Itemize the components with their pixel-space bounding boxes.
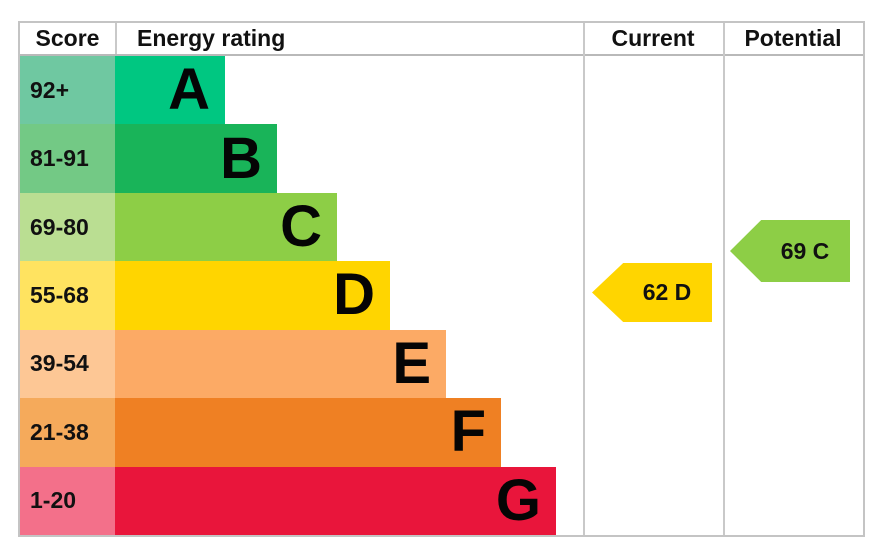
score-header-divider <box>115 23 117 54</box>
band-letter: D <box>333 262 375 328</box>
band-row: 81-91 B <box>20 124 863 193</box>
band-row: 92+ A <box>20 56 863 125</box>
band-rows: 92+ A 81-91 B 69-80 C 55-68 D 39-54 E 21… <box>20 56 863 535</box>
potential-column-header: Potential <box>744 25 842 51</box>
rating-bar: E <box>115 329 446 399</box>
rating-bar: A <box>115 56 225 125</box>
energy-rating-column-header: Energy rating <box>137 25 286 51</box>
score-range-cell: 39-54 <box>20 329 115 399</box>
current-column-divider <box>583 23 585 535</box>
rating-bar: F <box>115 398 501 467</box>
score-range-cell: 81-91 <box>20 124 115 193</box>
score-range-cell: 1-20 <box>20 466 115 535</box>
current-rating-label: 62 D <box>642 279 692 305</box>
score-range-cell: 21-38 <box>20 398 115 467</box>
current-column-header: Current <box>611 25 695 51</box>
band-row: 55-68 D <box>20 261 863 330</box>
score-column-header: Score <box>35 25 100 51</box>
band-letter: C <box>280 194 322 260</box>
rating-bar: B <box>115 124 277 193</box>
chart-frame: Score Energy rating Current Potential 92… <box>18 21 865 537</box>
potential-rating-label: 69 C <box>780 237 830 264</box>
band-row: 1-20 G <box>20 466 863 535</box>
score-range-cell: 92+ <box>20 56 115 125</box>
band-row: 21-38 F <box>20 398 863 467</box>
rating-bar: G <box>115 466 556 535</box>
header-row: Score Energy rating Current Potential <box>20 23 863 56</box>
rating-bar: C <box>115 192 337 262</box>
rating-bar: D <box>115 261 390 330</box>
band-letter: G <box>495 467 541 533</box>
band-row: 69-80 C <box>20 192 863 262</box>
band-row: 39-54 E <box>20 329 863 399</box>
band-letter: A <box>168 57 210 123</box>
band-letter: B <box>220 125 262 191</box>
score-range-cell: 55-68 <box>20 261 115 330</box>
band-letter: F <box>450 399 486 465</box>
potential-column-divider <box>723 23 725 535</box>
score-range-cell: 69-80 <box>20 192 115 262</box>
band-letter: E <box>392 330 431 396</box>
